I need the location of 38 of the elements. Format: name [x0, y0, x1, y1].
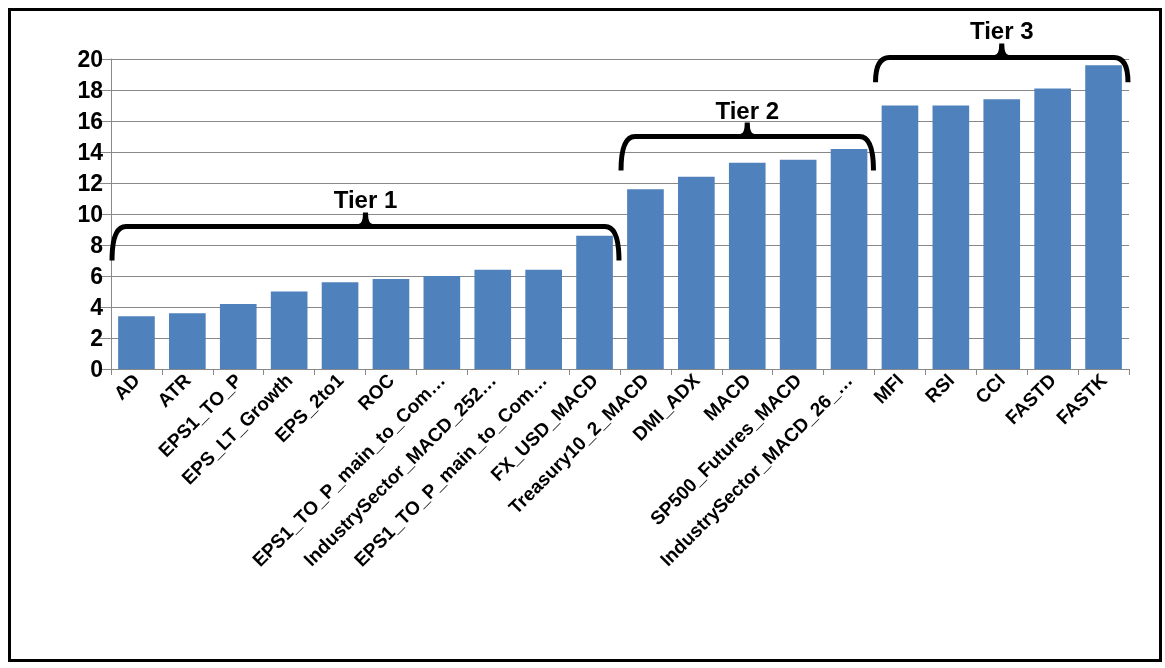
y-tick-label: 12	[77, 170, 103, 196]
bar	[830, 148, 868, 369]
bar	[932, 105, 970, 369]
y-tick-label: 18	[77, 77, 104, 103]
bar	[270, 291, 308, 369]
bar	[576, 235, 613, 369]
y-tick-label: 6	[90, 263, 103, 289]
bar	[525, 269, 562, 369]
y-tick-label: 8	[90, 232, 104, 258]
annotation: Tier 1	[333, 186, 398, 214]
bar	[372, 279, 410, 369]
bar	[1085, 65, 1122, 369]
y-tick-label: 0	[90, 356, 103, 382]
y-tick-label: 16	[77, 108, 103, 134]
bar	[474, 269, 512, 369]
text: Tier 3	[969, 17, 1034, 45]
bar	[881, 105, 919, 369]
bar	[118, 316, 155, 369]
x-tick-label: RSI	[921, 369, 959, 407]
y-tick-label: 20	[77, 46, 103, 72]
bar	[423, 276, 461, 369]
x-tick-label: CCI	[971, 369, 1010, 408]
bar	[1034, 88, 1071, 369]
bar	[321, 282, 359, 369]
y-tick-label: 10	[77, 201, 103, 227]
y-tick-label: 2	[90, 325, 103, 351]
bar	[678, 176, 715, 369]
y-tick-label: 4	[90, 294, 104, 320]
annotation: Tier 2	[715, 96, 780, 124]
bar	[983, 99, 1021, 369]
bar	[169, 313, 206, 369]
bar	[627, 189, 664, 369]
bar	[219, 303, 257, 369]
x-tick-label: MFI	[869, 369, 908, 408]
bar	[779, 159, 817, 369]
bar	[728, 162, 766, 369]
x-tick-label: AD	[109, 369, 144, 404]
y-tick-label: 14	[77, 139, 104, 165]
